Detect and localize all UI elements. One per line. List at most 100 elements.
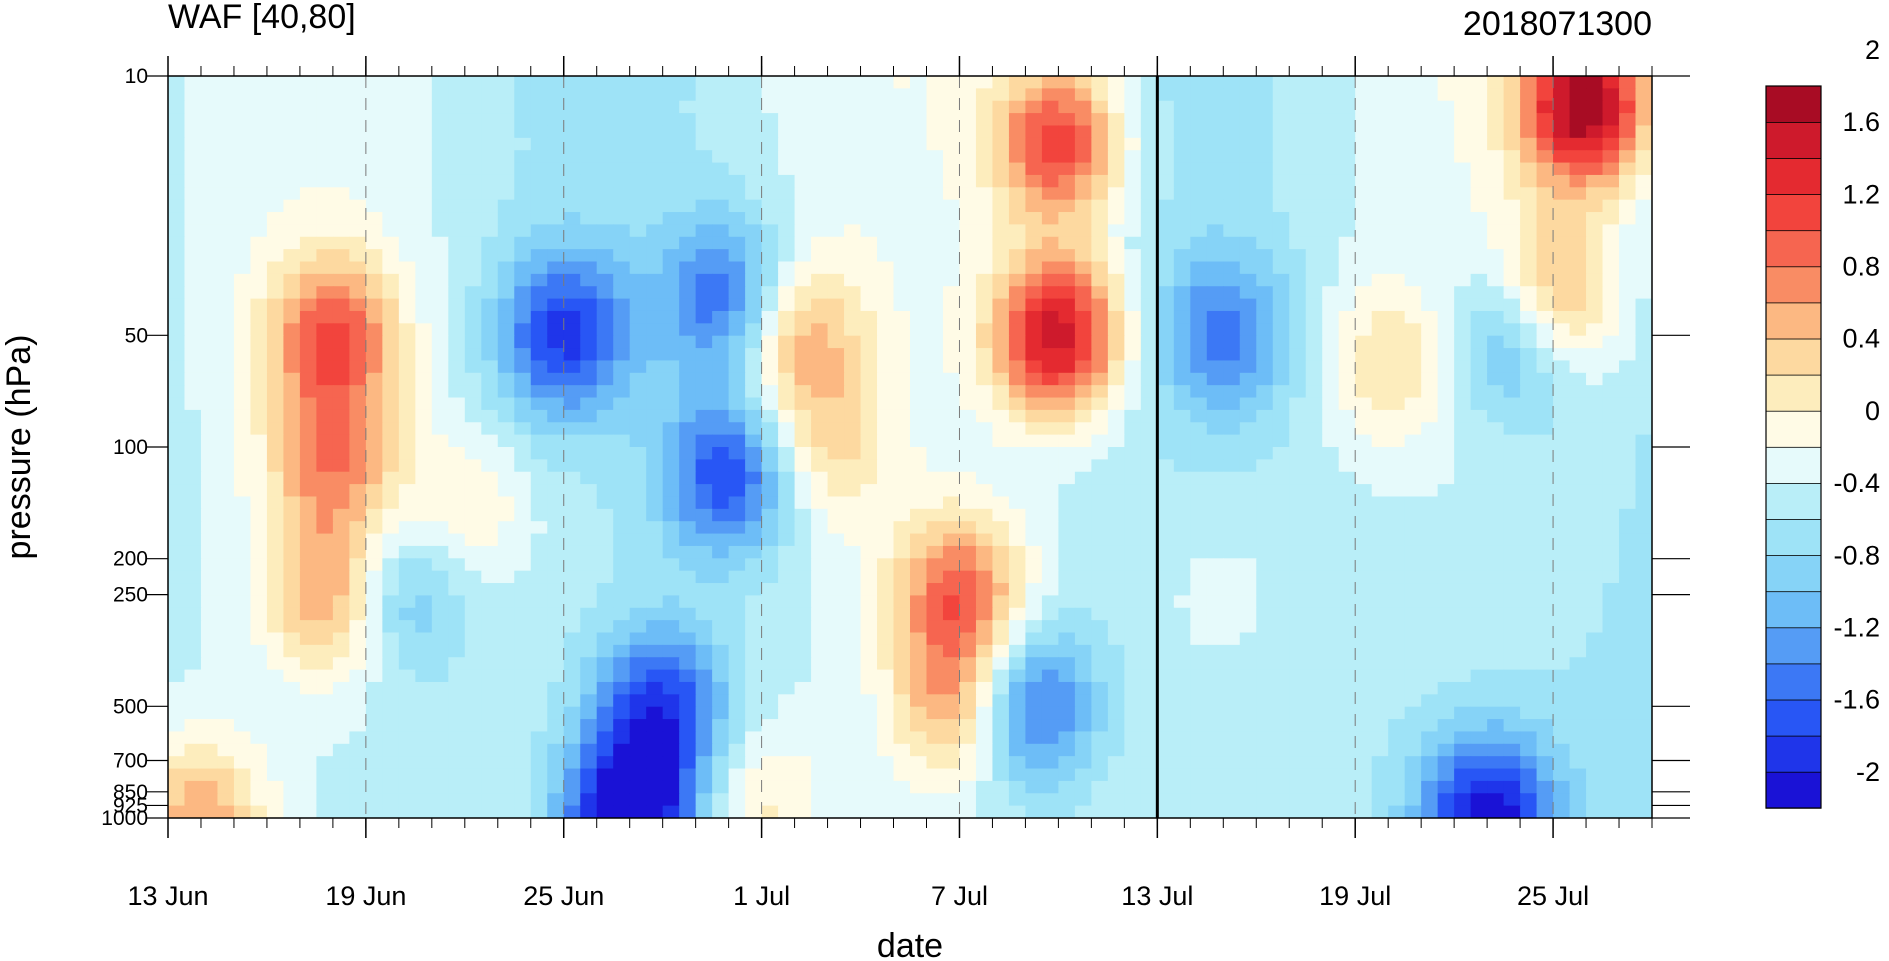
contour-cell xyxy=(1239,607,1257,621)
contour-cell xyxy=(1536,632,1554,646)
contour-cell xyxy=(1553,447,1571,460)
contour-cell xyxy=(1569,533,1587,547)
contour-cell xyxy=(745,76,763,89)
contour-cell xyxy=(1223,236,1241,250)
contour-cell xyxy=(497,644,515,658)
contour-cell xyxy=(679,583,697,596)
contour-cell xyxy=(1124,422,1142,436)
contour-cell xyxy=(1520,348,1538,362)
contour-cell xyxy=(1355,533,1373,547)
contour-cell xyxy=(844,657,862,671)
contour-cell xyxy=(1157,273,1175,287)
contour-cell xyxy=(1322,249,1340,263)
contour-cell xyxy=(1404,422,1422,436)
contour-cell xyxy=(1173,249,1191,263)
contour-cell xyxy=(563,224,581,238)
contour-cell xyxy=(1503,719,1521,733)
contour-cell xyxy=(662,681,680,695)
contour-cell xyxy=(481,137,499,151)
contour-cell xyxy=(547,533,565,547)
contour-cell xyxy=(1553,249,1571,263)
contour-cell xyxy=(1239,273,1257,287)
contour-cell xyxy=(1322,125,1340,139)
contour-cell xyxy=(1355,348,1373,362)
contour-cell xyxy=(415,187,433,201)
contour-cell xyxy=(233,731,252,745)
contour-cell xyxy=(464,508,482,522)
contour-cell xyxy=(1223,570,1241,584)
contour-cell xyxy=(1025,583,1043,596)
contour-cell xyxy=(1437,298,1455,312)
contour-cell xyxy=(926,224,944,238)
contour-cell xyxy=(827,150,845,164)
contour-cell xyxy=(1140,719,1158,733)
contour-cell xyxy=(1256,496,1274,510)
contour-cell xyxy=(745,756,763,770)
contour-cell xyxy=(1322,261,1340,275)
contour-cell xyxy=(1173,348,1191,362)
contour-cell xyxy=(844,422,862,436)
contour-cell xyxy=(1520,409,1538,423)
contour-cell xyxy=(629,174,647,188)
contour-cell xyxy=(1256,236,1274,250)
contour-cell xyxy=(1223,669,1241,683)
contour-cell xyxy=(1305,657,1323,671)
contour-cell xyxy=(1058,496,1076,510)
contour-cell xyxy=(1107,620,1125,634)
contour-cell xyxy=(794,719,812,733)
contour-cell xyxy=(811,286,829,300)
contour-cell xyxy=(1553,669,1571,683)
contour-cell xyxy=(431,545,449,559)
contour-cell xyxy=(992,298,1010,312)
contour-cell xyxy=(1124,199,1142,213)
contour-cell xyxy=(431,76,449,89)
contour-cell xyxy=(530,669,548,683)
contour-cell xyxy=(1520,731,1538,745)
contour-cell xyxy=(613,310,631,324)
contour-cell xyxy=(1619,162,1637,176)
contour-cell xyxy=(464,113,482,127)
contour-cell xyxy=(926,113,944,127)
contour-cell xyxy=(942,731,961,745)
contour-cell xyxy=(1190,681,1208,695)
contour-cell xyxy=(168,323,186,337)
contour-cell xyxy=(893,657,911,671)
contour-cell xyxy=(860,583,878,596)
contour-cell xyxy=(1536,236,1554,250)
contour-cell xyxy=(662,100,680,114)
contour-cell xyxy=(959,335,977,349)
contour-cell xyxy=(563,447,581,460)
contour-cell xyxy=(679,570,697,584)
contour-cell xyxy=(827,496,845,510)
contour-cell xyxy=(233,657,252,671)
contour-cell xyxy=(794,298,812,312)
contour-cell xyxy=(1272,310,1290,324)
contour-cell xyxy=(168,422,186,436)
contour-cell xyxy=(1520,694,1538,708)
contour-cell xyxy=(1124,731,1142,745)
contour-cell xyxy=(349,360,367,374)
contour-cell xyxy=(596,249,614,263)
contour-cell xyxy=(1173,644,1191,658)
contour-cell xyxy=(1404,434,1422,448)
contour-cell xyxy=(266,76,285,89)
contour-cell xyxy=(1487,459,1505,473)
contour-cell xyxy=(1124,286,1142,300)
contour-cell xyxy=(1025,570,1043,584)
contour-cell xyxy=(893,471,911,485)
contour-cell xyxy=(1074,644,1092,658)
contour-cell xyxy=(794,706,812,720)
contour-cell xyxy=(1635,162,1652,176)
contour-cell xyxy=(1503,743,1521,757)
contour-cell xyxy=(942,644,961,658)
contour-cell xyxy=(1371,385,1389,399)
contour-cell xyxy=(794,212,812,225)
contour-cell xyxy=(547,632,565,646)
contour-cell xyxy=(1388,632,1406,646)
contour-cell xyxy=(250,150,268,164)
contour-cell xyxy=(926,484,944,498)
contour-cell xyxy=(745,273,763,287)
contour-cell xyxy=(1157,484,1175,498)
contour-cell xyxy=(250,459,268,473)
contour-cell xyxy=(530,434,548,448)
